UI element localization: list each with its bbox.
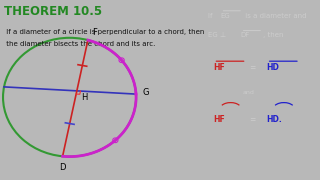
Text: If: If [207, 13, 214, 19]
Text: HF: HF [213, 115, 225, 124]
Text: H: H [81, 93, 87, 102]
Text: is a diameter and: is a diameter and [243, 13, 307, 19]
Text: HD: HD [267, 63, 280, 72]
Text: F: F [92, 28, 97, 37]
Text: EG: EG [220, 13, 230, 19]
Text: HF: HF [213, 63, 225, 72]
Text: THEOREM 10.5: THEOREM 10.5 [4, 5, 102, 18]
Text: D: D [59, 163, 66, 172]
Text: EG ⊥: EG ⊥ [207, 32, 228, 38]
Text: =: = [249, 63, 255, 72]
Text: DF: DF [241, 32, 250, 38]
Text: =: = [249, 115, 255, 124]
Text: G: G [142, 88, 148, 97]
Text: the diameter bisects the chord and its arc.: the diameter bisects the chord and its a… [4, 41, 156, 47]
Text: HD.: HD. [267, 115, 283, 124]
Text: , then: , then [263, 32, 284, 38]
Text: If a diameter of a circle is perpendicular to a chord, then: If a diameter of a circle is perpendicul… [4, 29, 204, 35]
Text: and: and [243, 90, 255, 95]
